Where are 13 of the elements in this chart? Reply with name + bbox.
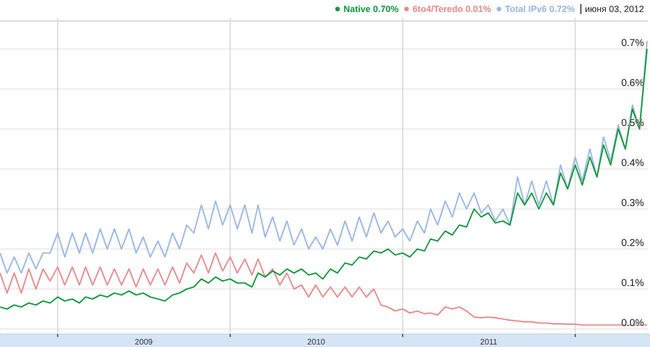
text: июня 03, 2012 bbox=[584, 4, 644, 14]
x-tick-label: 2010 bbox=[307, 337, 326, 346]
y-tick-label: 0.0% bbox=[621, 318, 644, 329]
y-tick-label: 0.1% bbox=[621, 278, 644, 289]
x-tick-label: 2011 bbox=[480, 337, 498, 346]
y-tick-label: 0.7% bbox=[621, 38, 644, 49]
legend-label: 6to4/Teredo 0.01% bbox=[412, 4, 491, 14]
y-tick-label: 0.4% bbox=[621, 158, 644, 169]
legend-label: Native 0.70% bbox=[344, 4, 399, 14]
y-tick-label: 0.3% bbox=[621, 198, 644, 209]
x-tick-label: 2009 bbox=[134, 337, 154, 346]
legend-label: Total IPv6 0.72% bbox=[504, 4, 575, 14]
y-tick-label: 0.2% bbox=[621, 238, 644, 249]
